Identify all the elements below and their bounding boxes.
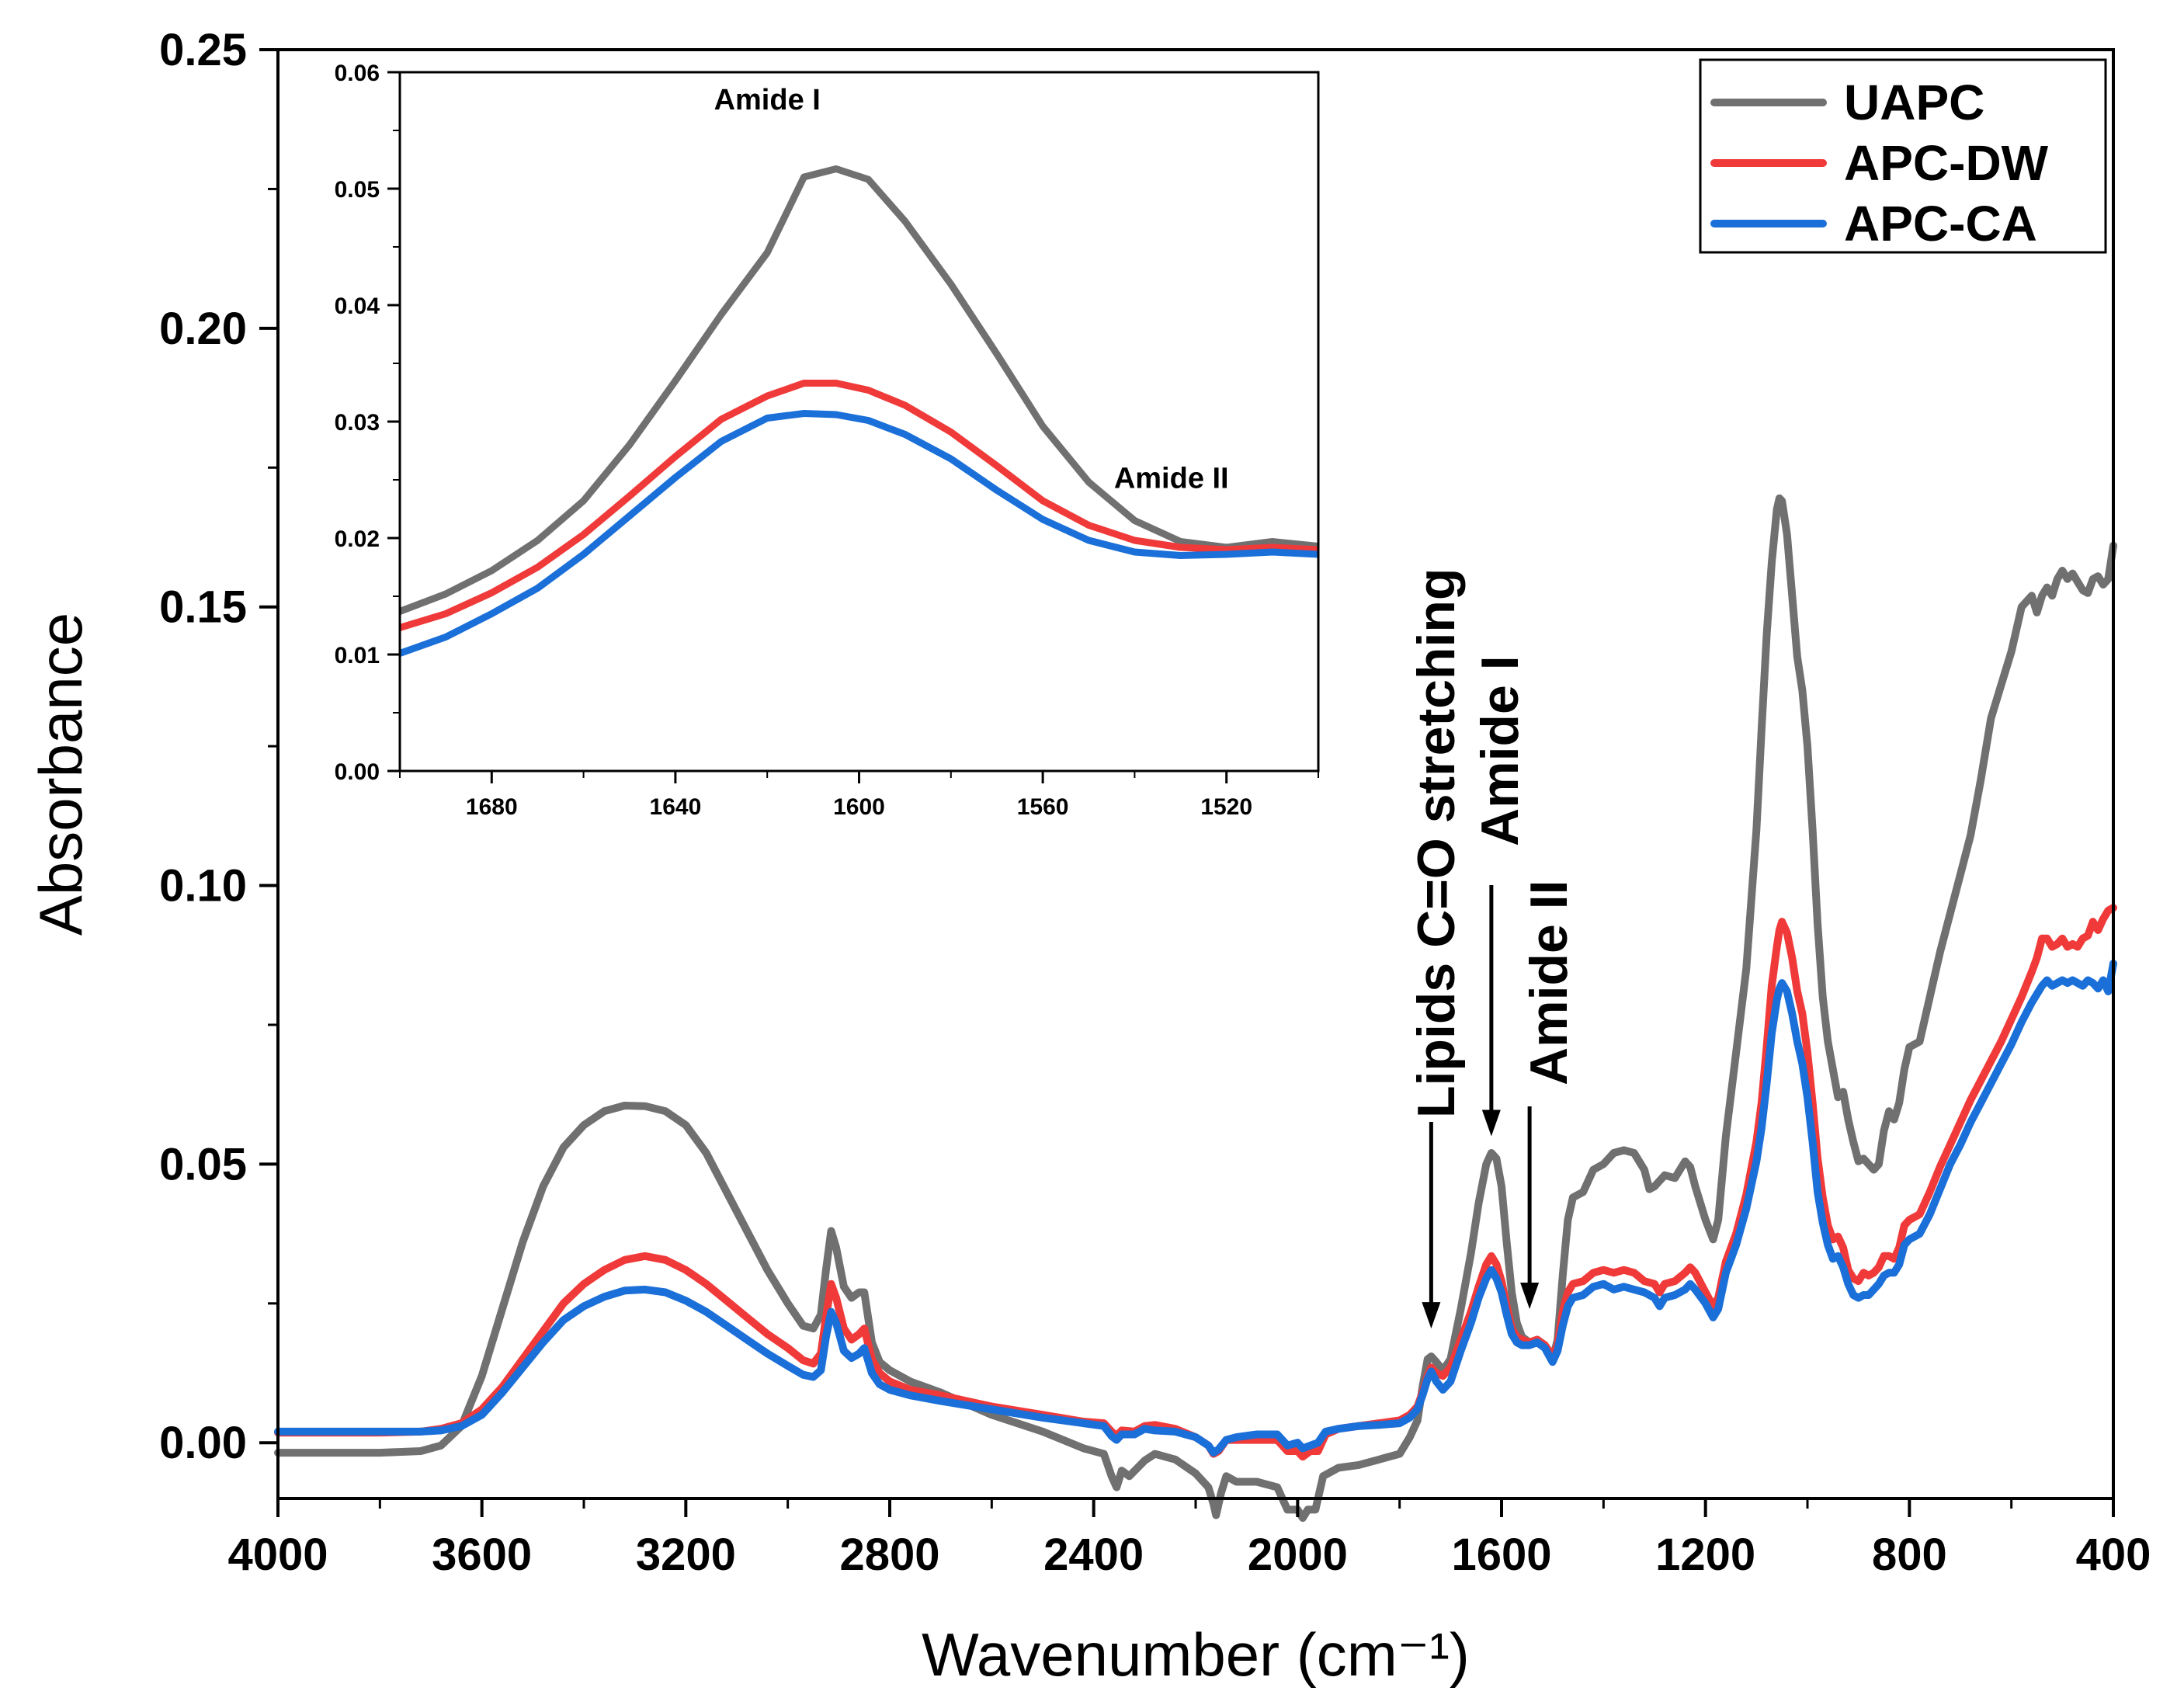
legend-label-uapc: UAPC bbox=[1844, 75, 1984, 130]
inset-y-tick-label: 0.05 bbox=[335, 177, 380, 203]
x-tick-label: 3200 bbox=[636, 1530, 736, 1580]
inset-series-line-apc-ca bbox=[400, 410, 1318, 657]
inset-annotations: Amide I Amide II bbox=[714, 84, 1229, 495]
inset-y-tick-label: 0.01 bbox=[335, 643, 380, 668]
annotation-lipids-c-o-stretching: Lipids C=O stretching bbox=[1407, 568, 1466, 1118]
annotation-amide-ii: Amide II bbox=[1519, 880, 1578, 1086]
y-tick-label: 0.15 bbox=[159, 582, 247, 633]
annotation-arrowhead-lipids-c-o-stretching bbox=[1422, 1302, 1441, 1329]
y-tick-label: 0.10 bbox=[159, 861, 247, 912]
main-axis-ticks: 4000 3600 3200 2800 2400 2000 1600 1200 800 400 0.… bbox=[159, 25, 2151, 1580]
legend-item-apc-ca: APC-CA bbox=[1710, 196, 2037, 252]
inset-series-lines bbox=[400, 165, 1318, 657]
legend-item-uapc: UAPC bbox=[1710, 75, 1984, 130]
inset-y-tick-label: 0.00 bbox=[335, 759, 380, 785]
inset-y-tick-label: 0.02 bbox=[335, 526, 380, 552]
x-tick-label: 800 bbox=[1872, 1530, 1947, 1580]
x-tick-label: 3600 bbox=[432, 1530, 532, 1580]
main-plot: 4000 3600 3200 2800 2400 2000 1600 1200 800 400 0.… bbox=[26, 25, 2151, 1689]
inset-x-tick-label: 1560 bbox=[1017, 794, 1069, 820]
inset-x-tick-label: 1640 bbox=[650, 794, 702, 820]
x-axis-title: Wavenumber (cm⁻¹) bbox=[922, 1620, 1470, 1689]
inset-y-tick-label: 0.06 bbox=[335, 61, 380, 86]
x-tick-label: 2400 bbox=[1043, 1530, 1144, 1580]
legend-label-apc-ca: APC-CA bbox=[1844, 196, 2037, 252]
annotation-arrowhead-amide-i bbox=[1481, 1109, 1501, 1137]
annotation-amide-i: Amide I bbox=[1470, 655, 1529, 846]
y-tick-label: 0.20 bbox=[159, 304, 247, 354]
y-tick-label: 0.05 bbox=[159, 1139, 247, 1189]
x-tick-label: 1600 bbox=[1451, 1530, 1551, 1580]
inset-y-tick-label: 0.04 bbox=[335, 293, 380, 319]
x-tick-label: 2000 bbox=[1248, 1530, 1348, 1580]
main-annotations: Lipids C=O stretching Amide I Amide II bbox=[1407, 568, 1578, 1329]
inset-x-tick-label: 1520 bbox=[1200, 794, 1252, 820]
x-tick-label: 1200 bbox=[1655, 1530, 1755, 1580]
main-series-lines bbox=[274, 494, 2117, 1523]
inset-annotation-amide-ii: Amide II bbox=[1114, 463, 1229, 495]
x-tick-label: 400 bbox=[2076, 1530, 2151, 1580]
inset-annotation-amide-i: Amide I bbox=[714, 84, 821, 116]
series-line-apc-ca bbox=[274, 960, 2117, 1457]
y-axis-title: Absorbance bbox=[26, 613, 95, 936]
inset-series-line-uapc bbox=[400, 165, 1318, 615]
x-tick-label: 4000 bbox=[227, 1530, 328, 1580]
legend-label-apc-dw: APC-DW bbox=[1844, 135, 2049, 191]
inset-plot: 1680 1640 1600 1560 1520 0.00 0.01 0.02 0.03 0.04… bbox=[335, 61, 1320, 820]
inset-x-tick-label: 1680 bbox=[466, 794, 518, 820]
inset-axis-ticks: 1680 1640 1600 1560 1520 0.00 0.01 0.02 0.03 0.04… bbox=[335, 61, 1319, 820]
y-tick-label: 0.25 bbox=[159, 25, 247, 75]
inset-x-tick-label: 1600 bbox=[833, 794, 885, 820]
inset-y-tick-label: 0.03 bbox=[335, 410, 380, 436]
legend-item-apc-dw: APC-DW bbox=[1710, 135, 2049, 191]
x-tick-label: 2800 bbox=[839, 1530, 939, 1580]
y-tick-label: 0.00 bbox=[159, 1418, 247, 1468]
annotation-arrowhead-amide-ii bbox=[1520, 1282, 1540, 1309]
inset-series-line-apc-dw bbox=[400, 380, 1318, 631]
